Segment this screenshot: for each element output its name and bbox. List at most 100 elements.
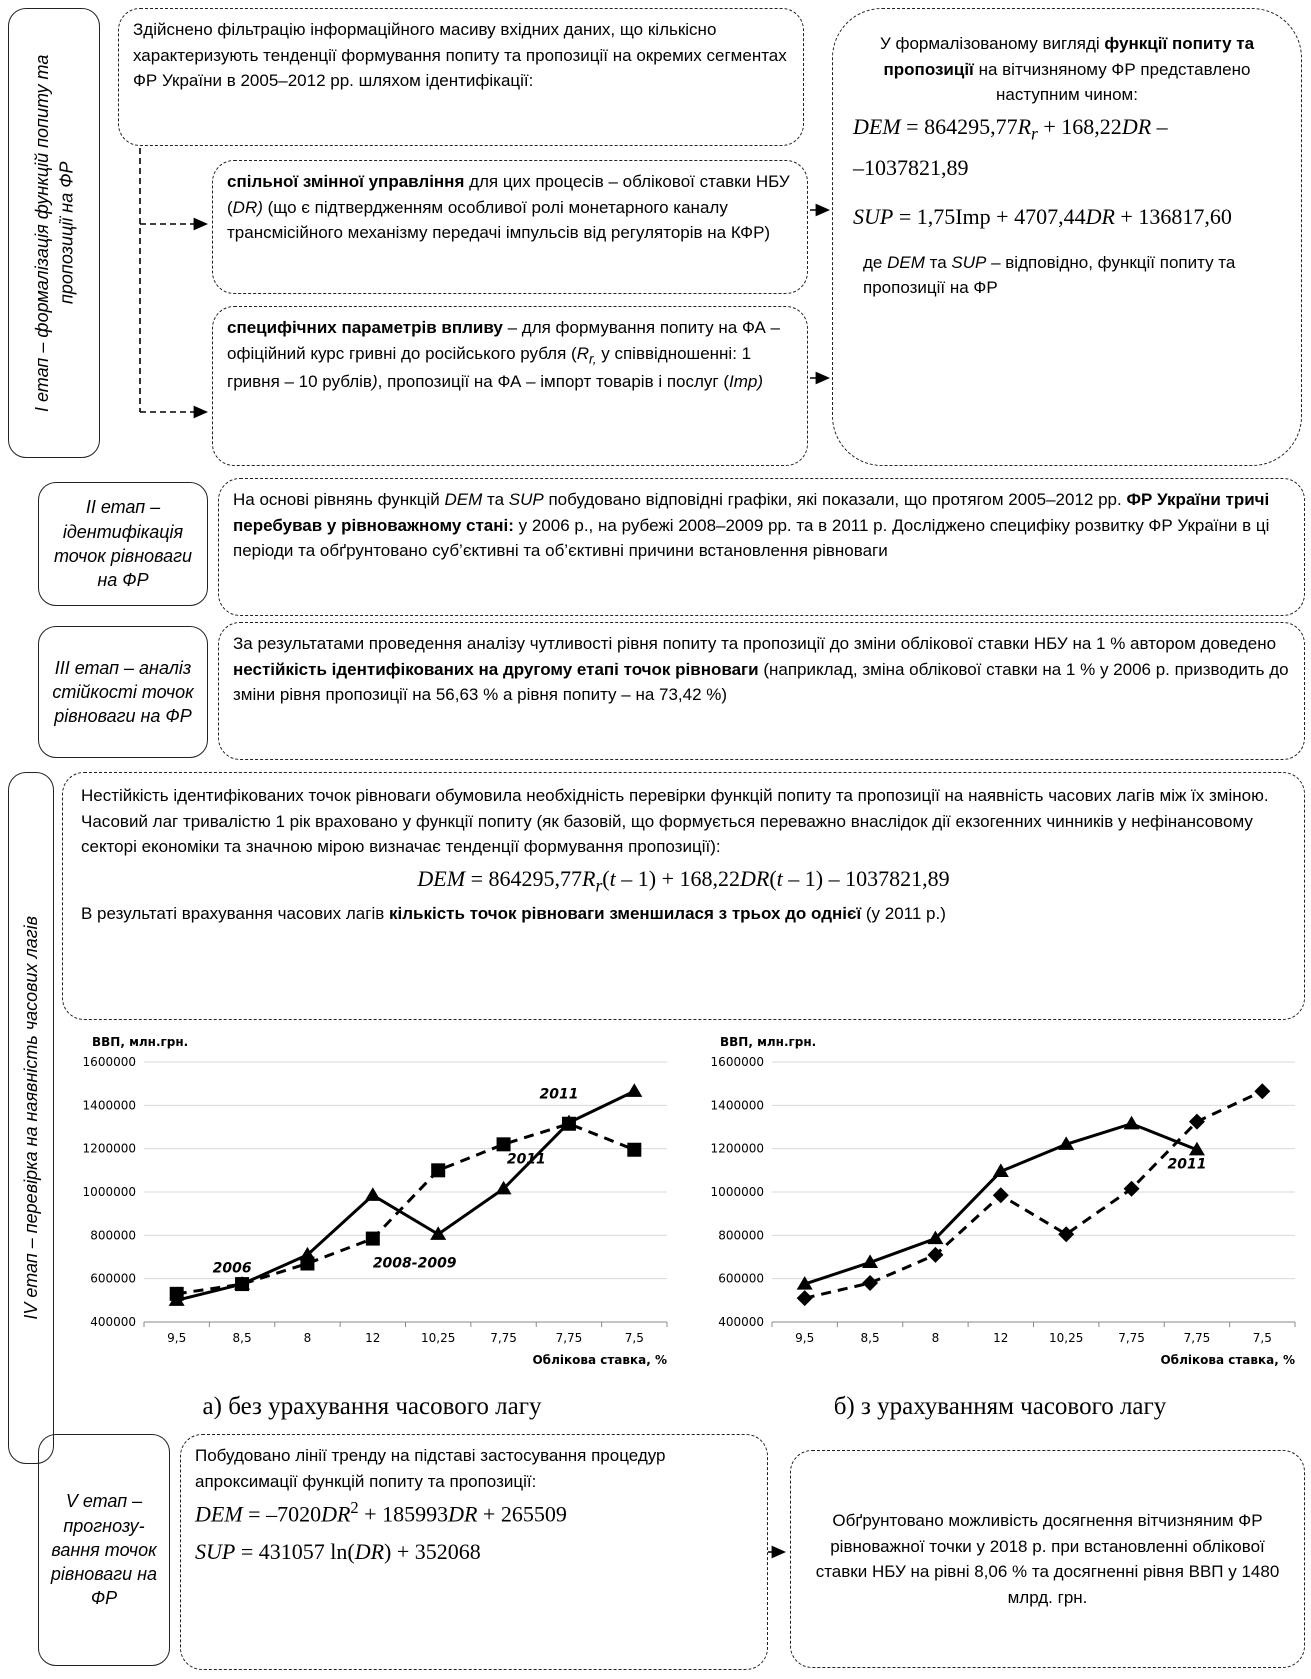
text-run: SUP — [508, 490, 544, 509]
text-run: –1037821,89 — [853, 154, 969, 180]
stage-text-box: За результатами проведення аналізу чутли… — [218, 622, 1305, 760]
text-run: DEM — [887, 252, 925, 272]
text-run: (наприклад, зміна облікової ставки на 1 … — [233, 659, 1289, 705]
text-run: (у 2011 р.) — [861, 903, 946, 923]
text-run: = 431057 ln( — [235, 1538, 355, 1564]
x-tick-label: 7,5 — [625, 1331, 644, 1345]
marker — [796, 1290, 813, 1307]
marker — [495, 1180, 512, 1195]
text-run: = 864295,77 — [900, 113, 1018, 139]
text-run: Обґрунтовано можливість досягнення вітчи… — [815, 1511, 1280, 1607]
chart: ВВП, млн.грн. Облікова ставка, % 400000 600… — [711, 1035, 1296, 1367]
text-run: – — [1151, 113, 1168, 139]
text-run: r, — [588, 350, 597, 366]
x-tick-label: 7,75 — [1118, 1331, 1145, 1345]
text-run: для цих процесів – облікової ставки НБУ … — [227, 172, 790, 217]
y-tick-label: 800000 — [718, 1228, 764, 1242]
stage-text-box: На основі рівнянь функцій DEM та SUP поб… — [218, 478, 1305, 616]
text-run: r — [1031, 122, 1038, 143]
text-run: 2 — [350, 1498, 359, 1517]
text-run: За результатами проведення аналізу чутли… — [233, 634, 1277, 653]
text-run: Здійснено фільтрацію інформаційного маси… — [133, 20, 787, 90]
y-tick-label: 800000 — [90, 1228, 136, 1242]
text-run: t — [609, 865, 616, 891]
y-tick-label: 1400000 — [83, 1098, 136, 1112]
text-run: DR — [1085, 204, 1115, 230]
marker — [862, 1275, 879, 1291]
stage-label-box: V етап – прогнозу-вання точок рівноваги … — [38, 1434, 170, 1666]
stage-text-box: Нестійкість ідентифікованих точок рівнов… — [62, 772, 1305, 1020]
text-run: + 185993 — [358, 1501, 449, 1527]
text-run: r — [595, 874, 603, 895]
text-run: та — [482, 490, 509, 509]
text-run: t — [776, 865, 783, 891]
filter-box: Здійснено фільтрацію інформаційного маси… — [118, 8, 804, 146]
text-run: DR — [739, 865, 770, 891]
text-run: На основі рівнянь функцій — [233, 490, 445, 509]
x-tick-label: 7,75 — [490, 1331, 517, 1345]
text-run: R — [581, 865, 596, 891]
y-tick-label: 1000000 — [83, 1185, 136, 1199]
x-tick-label: 7,75 — [556, 1331, 583, 1345]
text-run: DR — [448, 1501, 478, 1527]
text-run: DR — [354, 1538, 385, 1564]
text-run: на вітчизняному ФР представлено наступни… — [973, 59, 1251, 105]
marker — [862, 1254, 879, 1269]
annotation: 2008-2009 — [373, 1255, 457, 1271]
marker — [1123, 1180, 1140, 1197]
text-run: де — [863, 252, 888, 272]
text-run: спільної змінної управління — [227, 172, 465, 191]
text-run: Побудовано лінії тренду на підставі заст… — [195, 1446, 666, 1491]
x-tick-label: 8,5 — [861, 1331, 880, 1345]
text-run: R — [576, 343, 589, 363]
text-run: SUP — [195, 1538, 236, 1564]
stage-label-box: IV етап – перевірка на наявність часових… — [8, 772, 54, 1464]
text-run: нестійкість ідентифікованих на другому е… — [233, 659, 759, 679]
paragraph: У формалізованому вигляді функції попиту… — [853, 31, 1281, 108]
marker — [300, 1256, 315, 1271]
specific-parameters-box: специфічних параметрів впливу – для форм… — [212, 306, 808, 466]
stage-text-box: Побудовано лінії тренду на підставі заст… — [180, 1434, 768, 1670]
paragraph: де DEM та SUP – відповідно, функції попи… — [853, 250, 1281, 301]
stage-label-box: III етап – аналіз стійкості точок рівнов… — [38, 626, 208, 758]
x-tick-label: 10,25 — [1049, 1331, 1083, 1345]
marker — [992, 1163, 1009, 1178]
x-axis-title: Облікова ставка, % — [1160, 1353, 1295, 1367]
text-run: специфічних параметрів впливу — [227, 318, 503, 337]
series-line — [804, 1122, 1198, 1286]
marker — [430, 1226, 447, 1240]
y-tick-label: 1400000 — [711, 1098, 764, 1112]
text-run: R — [1017, 113, 1032, 139]
functions-box: У формалізованому вигляді функції попиту… — [832, 8, 1302, 466]
y-tick-label: 1200000 — [83, 1142, 136, 1156]
stage-label: III етап – аналіз стійкості точок рівнов… — [52, 657, 194, 727]
marker — [927, 1246, 944, 1263]
stage-label-box: I етап – формалізація функцій попиту та … — [8, 8, 100, 458]
marker — [927, 1230, 944, 1245]
text-run: SUP — [853, 204, 894, 230]
chart-caption: а) без урахування часового лагу — [202, 1393, 542, 1420]
marker — [431, 1163, 446, 1178]
equation: SUP = 431057 ln(DR) + 352068 — [195, 1533, 753, 1570]
marker — [496, 1137, 511, 1152]
equation: DEM = –7020DR2 + 185993DR + 265509 — [195, 1494, 753, 1533]
equation: SUP = 1,75Imp + 4707,44DR + 136817,60 — [853, 198, 1281, 235]
text-run: – для формування попиту на ФА – офіційни… — [227, 318, 781, 363]
text-run: + 168,22 — [1037, 113, 1122, 139]
x-tick-label: 8,5 — [233, 1331, 252, 1345]
marker — [364, 1187, 381, 1201]
x-tick-label: 9,5 — [167, 1331, 186, 1345]
text-run: – відповідно, функції попиту та пропозиц… — [863, 252, 1236, 298]
x-tick-label: 7,5 — [1253, 1331, 1272, 1345]
marker — [235, 1277, 250, 1292]
text-run: ) — [371, 372, 378, 392]
paragraph: Нестійкість ідентифікованих точок рівнов… — [81, 783, 1286, 860]
x-tick-label: 12 — [365, 1331, 380, 1345]
stage-label-box: II етап – ідентифікація точок рівноваги … — [38, 482, 208, 606]
y-tick-label: 1600000 — [83, 1055, 136, 1069]
marker — [365, 1231, 380, 1246]
text-run: Imp) — [729, 372, 763, 392]
marker — [169, 1286, 184, 1301]
text-run: В результаті врахування часових лагів — [81, 903, 389, 923]
